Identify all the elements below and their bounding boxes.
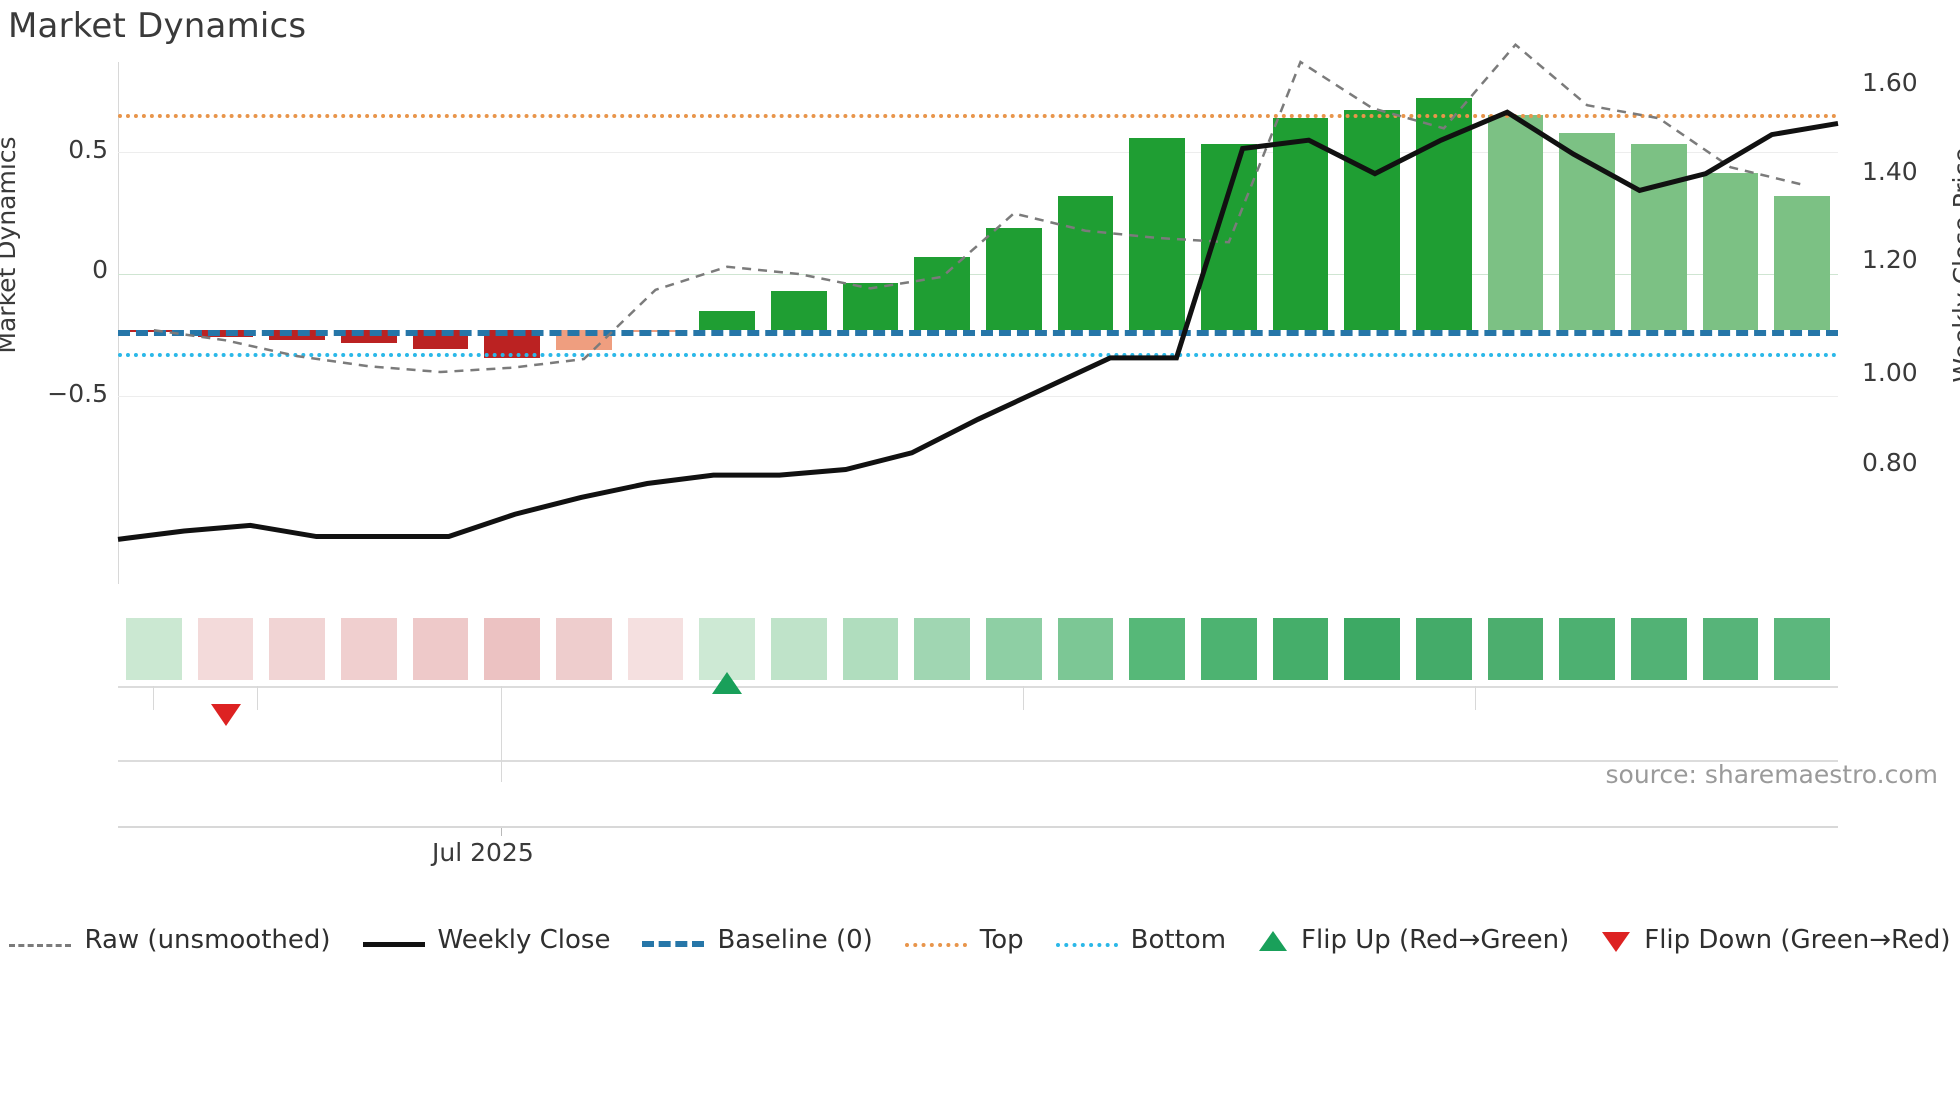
bar-w16 <box>1200 144 1257 331</box>
axis-spine-left <box>118 62 119 584</box>
x-tick-label-jul2025: Jul 2025 <box>432 838 534 867</box>
bar-w21 <box>1559 132 1616 331</box>
legend-item-1[interactable]: Weekly Close <box>362 925 611 955</box>
flip-up-marker <box>712 672 743 694</box>
lane-rule-top <box>118 686 1838 688</box>
dotted-orange-line-icon <box>904 942 967 947</box>
triangle-up-icon <box>1258 929 1288 951</box>
top-reference-line <box>118 113 1838 118</box>
legend-item-2[interactable]: Baseline (0) <box>642 925 873 955</box>
regime-heat-strip <box>118 618 1838 680</box>
line-overlay <box>117 42 1839 542</box>
bar-w11 <box>842 282 899 331</box>
heat-cell-w22 <box>1630 618 1687 680</box>
legend-label-6: Flip Down (Green→Red) <box>1644 925 1951 955</box>
bar-w12 <box>914 256 971 331</box>
chart-legend: Raw (unsmoothed) Weekly Close Baseline (0)… <box>0 925 1960 955</box>
source-note: source: sharemaestro.com <box>1605 760 1939 789</box>
legend-label-0: Raw (unsmoothed) <box>84 925 331 955</box>
gridline-upper <box>118 152 1838 153</box>
heat-cell-w13 <box>985 618 1042 680</box>
bar-w22 <box>1630 144 1687 331</box>
heat-cell-w09 <box>699 618 756 680</box>
raw-unsmoothed-line <box>153 42 1803 374</box>
bar-w14 <box>1057 196 1114 331</box>
y-tick-right-3: 1.00 <box>1862 358 1918 387</box>
heat-cell-w21 <box>1559 618 1616 680</box>
weekly-close-line <box>117 109 1839 542</box>
triangle-down-icon <box>1601 929 1631 952</box>
heat-cell-w11 <box>842 618 899 680</box>
dashed-blue-line-icon <box>642 941 705 947</box>
heat-cell-w20 <box>1487 618 1544 680</box>
heat-cell-w04 <box>340 618 397 680</box>
lane-rule-mid <box>118 760 1838 762</box>
legend-item-0[interactable]: Raw (unsmoothed) <box>9 925 331 955</box>
baseline-reference-line <box>118 330 1838 337</box>
bar-w09 <box>699 311 756 331</box>
legend-item-3[interactable]: Top <box>904 925 1024 955</box>
page-title: Market Dynamics <box>8 6 307 46</box>
heat-cell-w06 <box>484 618 541 680</box>
legend-label-1: Weekly Close <box>437 925 611 955</box>
x-axis-line <box>118 826 1838 828</box>
lane-tick-c <box>501 686 502 782</box>
legend-label-3: Top <box>979 925 1024 955</box>
heat-cell-w18 <box>1344 618 1401 680</box>
bar-w23 <box>1702 173 1759 331</box>
bar-w17 <box>1272 118 1329 331</box>
y-tick-right-1: 1.40 <box>1862 157 1918 186</box>
legend-item-6[interactable]: Flip Down (Green→Red) <box>1601 925 1951 955</box>
heat-cell-w14 <box>1057 618 1114 680</box>
bar-w13 <box>985 227 1042 331</box>
plot-area <box>117 42 1839 584</box>
heat-cell-w19 <box>1415 618 1472 680</box>
y-tick-left-0: 0.5 <box>68 135 108 164</box>
legend-item-5[interactable]: Flip Up (Red→Green) <box>1258 925 1569 955</box>
heat-cell-w05 <box>412 618 469 680</box>
y-tick-right-4: 0.80 <box>1862 448 1918 477</box>
dashed-grey-line-icon <box>9 943 72 947</box>
bar-w18 <box>1344 109 1401 331</box>
bar-series <box>118 62 1838 584</box>
flip-marker-lane <box>118 672 1838 826</box>
heat-cell-w12 <box>914 618 971 680</box>
legend-label-2: Baseline (0) <box>717 925 873 955</box>
dotted-cyan-line-icon <box>1055 942 1118 947</box>
lane-tick-d <box>1023 686 1024 710</box>
solid-black-line-icon <box>362 942 425 947</box>
x-tick-mark-jul2025 <box>501 828 502 836</box>
bar-w15 <box>1129 138 1186 331</box>
gridline-zero <box>118 274 1838 275</box>
bottom-reference-line <box>118 353 1838 358</box>
heat-cell-w23 <box>1702 618 1759 680</box>
bar-w20 <box>1487 115 1544 331</box>
heat-cell-w15 <box>1129 618 1186 680</box>
y-axis-left-label: Market Dynamics <box>0 136 21 354</box>
bar-w10 <box>770 291 827 331</box>
legend-label-4: Bottom <box>1130 925 1227 955</box>
lane-tick-b <box>257 686 258 710</box>
heat-cell-w01 <box>125 618 182 680</box>
lane-tick-a <box>153 686 154 710</box>
lane-tick-e <box>1475 686 1476 710</box>
flip-down-marker <box>210 704 241 726</box>
heat-cell-w08 <box>627 618 684 680</box>
heat-cell-w03 <box>269 618 326 680</box>
heat-cell-w10 <box>770 618 827 680</box>
y-tick-left-1: 0 <box>92 255 108 284</box>
legend-label-5: Flip Up (Red→Green) <box>1301 925 1570 955</box>
y-tick-right-0: 1.60 <box>1862 68 1918 97</box>
heat-cell-w16 <box>1200 618 1257 680</box>
y-tick-left-2: −0.5 <box>47 379 108 408</box>
y-tick-right-2: 1.20 <box>1862 245 1918 274</box>
heat-cell-w07 <box>555 618 612 680</box>
heat-cell-w17 <box>1272 618 1329 680</box>
heat-cell-w02 <box>197 618 254 680</box>
bar-w24 <box>1774 196 1831 331</box>
gridline-lower <box>118 396 1838 397</box>
legend-item-4[interactable]: Bottom <box>1055 925 1227 955</box>
heat-cell-w24 <box>1774 618 1831 680</box>
